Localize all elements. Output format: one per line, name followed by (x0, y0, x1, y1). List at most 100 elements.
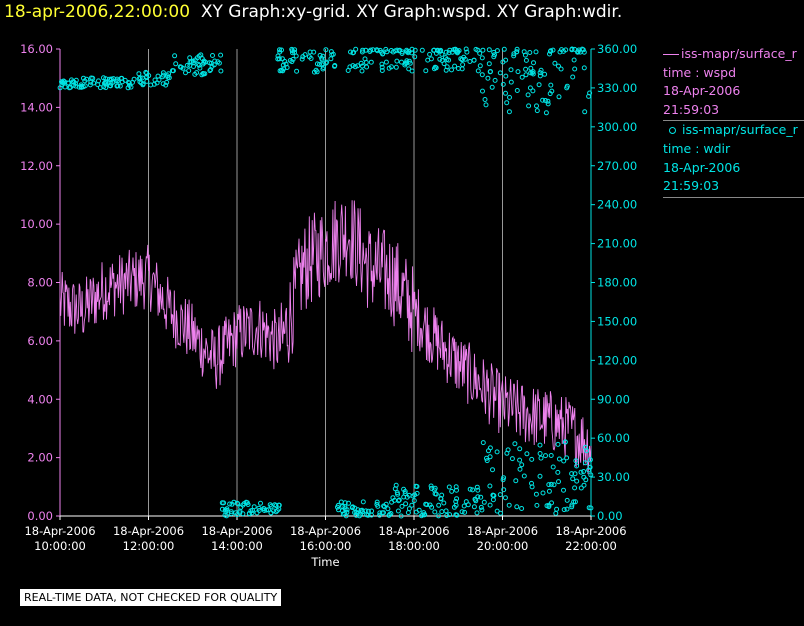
wdir-point (423, 501, 429, 507)
wdir-point (473, 498, 479, 504)
wdir-point (395, 508, 401, 514)
wdir-point (519, 74, 525, 80)
y-right-tick-label: 360.00 (597, 42, 637, 56)
legend-wdir-date: 18-Apr-2006 (663, 159, 741, 175)
wdir-point (515, 69, 521, 75)
y-right-tick-label: 60.00 (597, 431, 630, 445)
wdir-point (328, 49, 334, 55)
wdir-point (321, 65, 326, 70)
wdir-point (547, 51, 552, 57)
wdir-point (530, 71, 536, 77)
wdir-point (537, 473, 543, 479)
wdir-point (394, 490, 400, 496)
chart-header: 18-apr-2006,22:00:00 XY Graph:xy-grid. X… (4, 0, 622, 24)
wdir-point (406, 49, 412, 54)
x-tick-date: 18-Apr-2006 (24, 524, 95, 538)
wdir-point (475, 68, 481, 74)
legend-wdir-name: iss-mapr/surface_r (682, 122, 798, 138)
wdir-point (267, 502, 273, 508)
wdir-point (569, 504, 575, 510)
wdir-point (444, 513, 450, 518)
wdir-point (131, 76, 137, 82)
wdir-point (402, 491, 408, 497)
wdir-point (503, 90, 508, 96)
wdir-point (570, 476, 576, 482)
wdir-point (275, 53, 281, 59)
wdir-point (432, 509, 438, 515)
wdir-point (390, 495, 396, 501)
wdir-point (275, 56, 281, 62)
wdir-point (444, 64, 450, 70)
wdir-point (479, 72, 485, 78)
y-right-tick-label: 330.00 (597, 81, 637, 95)
wdir-point (517, 446, 523, 452)
wdir-point (572, 485, 578, 491)
wdir-point (244, 500, 250, 506)
wdir-point (359, 68, 365, 74)
wdir-point (475, 487, 481, 493)
wdir-point (454, 496, 460, 502)
wdir-point (340, 511, 346, 517)
wdir-point (504, 450, 510, 456)
wdir-point (564, 497, 570, 503)
quality-note: REAL-TIME DATA, NOT CHECKED FOR QUALITY (20, 589, 282, 606)
wdir-point (464, 49, 470, 55)
wdir-point (254, 510, 260, 516)
wdir-point (399, 503, 405, 509)
wdir-point (463, 499, 469, 505)
wdir-point (423, 68, 429, 74)
wdir-point (160, 72, 166, 78)
wdir-point (521, 473, 527, 479)
wdir-point (388, 48, 394, 53)
wdir-point (73, 81, 78, 86)
y-left-tick-label: 12.00 (20, 159, 53, 173)
wdir-point (459, 509, 465, 515)
wdir-point (454, 512, 460, 518)
wdir-point (365, 508, 371, 514)
wdir-point (563, 47, 569, 53)
wdir-point (573, 458, 579, 464)
wdir-point (528, 65, 534, 71)
wdir-point (350, 63, 356, 69)
wdir-point (479, 507, 485, 513)
wdir-point (261, 506, 267, 512)
x-tick-date: 18-Apr-2006 (290, 524, 361, 538)
wdir-point (556, 456, 562, 462)
wdir-point (62, 84, 68, 90)
wdir-point (352, 505, 358, 511)
wdir-point (439, 51, 445, 57)
wdir-point (547, 48, 553, 54)
wdir-point (564, 83, 570, 89)
header-datetime: 18-apr-2006,22:00:00 (4, 2, 191, 22)
wdir-point (478, 504, 484, 510)
wdir-point (503, 73, 509, 79)
wdir-point (228, 511, 234, 517)
wdir-point (523, 72, 529, 78)
wdir-point (540, 97, 546, 103)
wdir-point (546, 488, 552, 494)
wdir-point (531, 60, 536, 66)
legend-wspd-time: 21:59:03 (663, 101, 720, 117)
wdir-point (441, 500, 447, 506)
wdir-point (115, 83, 121, 89)
wdir-point (572, 46, 578, 52)
wdir-point (433, 65, 439, 71)
wdir-point (249, 510, 255, 516)
wdir-point (491, 49, 497, 55)
wdir-point (208, 60, 214, 66)
wdir-point (582, 460, 588, 466)
wdir-point (480, 88, 485, 94)
wdir-point (369, 508, 375, 514)
wdir-point (486, 47, 492, 53)
legend-entry-wdir: iss-mapr/surface_r time : wdir 18-Apr-20… (663, 121, 804, 198)
wdir-point (500, 81, 506, 87)
wdir-point (575, 49, 581, 55)
wdir-point (84, 76, 90, 82)
wdir-point (409, 68, 415, 74)
wdir-point (355, 63, 361, 69)
wdir-point (187, 55, 193, 61)
wdir-point (379, 510, 385, 516)
wdir-point (433, 50, 439, 56)
wdir-point (374, 48, 380, 54)
wdir-point (552, 60, 558, 66)
